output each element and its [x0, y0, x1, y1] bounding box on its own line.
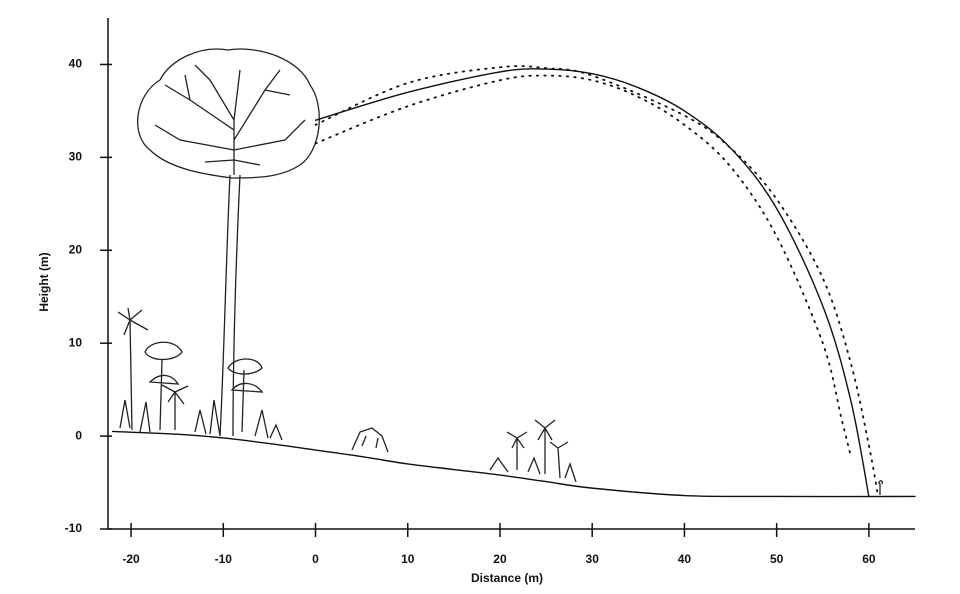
- y-tick-label: -10: [65, 521, 83, 535]
- x-axis-title: Distance (m): [471, 571, 543, 585]
- x-tick-label: -20: [122, 552, 140, 566]
- series-line: [314, 68, 870, 498]
- y-tick-label: 30: [69, 150, 83, 164]
- x-tick-label: 10: [401, 552, 415, 566]
- x-tick-label: 30: [586, 552, 600, 566]
- y-tick-label: 0: [75, 428, 82, 442]
- y-tick-label: 10: [69, 335, 83, 349]
- x-tick-label: 50: [770, 552, 784, 566]
- y-axis-title: Height (m): [37, 252, 51, 311]
- y-tick-label: 40: [69, 57, 83, 71]
- x-tick-label: 40: [678, 552, 692, 566]
- y-tick-label: 20: [69, 242, 83, 256]
- series-line: [314, 74, 852, 456]
- series-line: [111, 430, 916, 498]
- x-tick-label: 20: [493, 552, 507, 566]
- x-tick-label: 60: [862, 552, 876, 566]
- undergrowth-illustration: [117, 307, 883, 495]
- x-tick-label: 0: [312, 552, 319, 566]
- x-tick-label: -10: [215, 552, 233, 566]
- tree-illustration: [137, 48, 320, 437]
